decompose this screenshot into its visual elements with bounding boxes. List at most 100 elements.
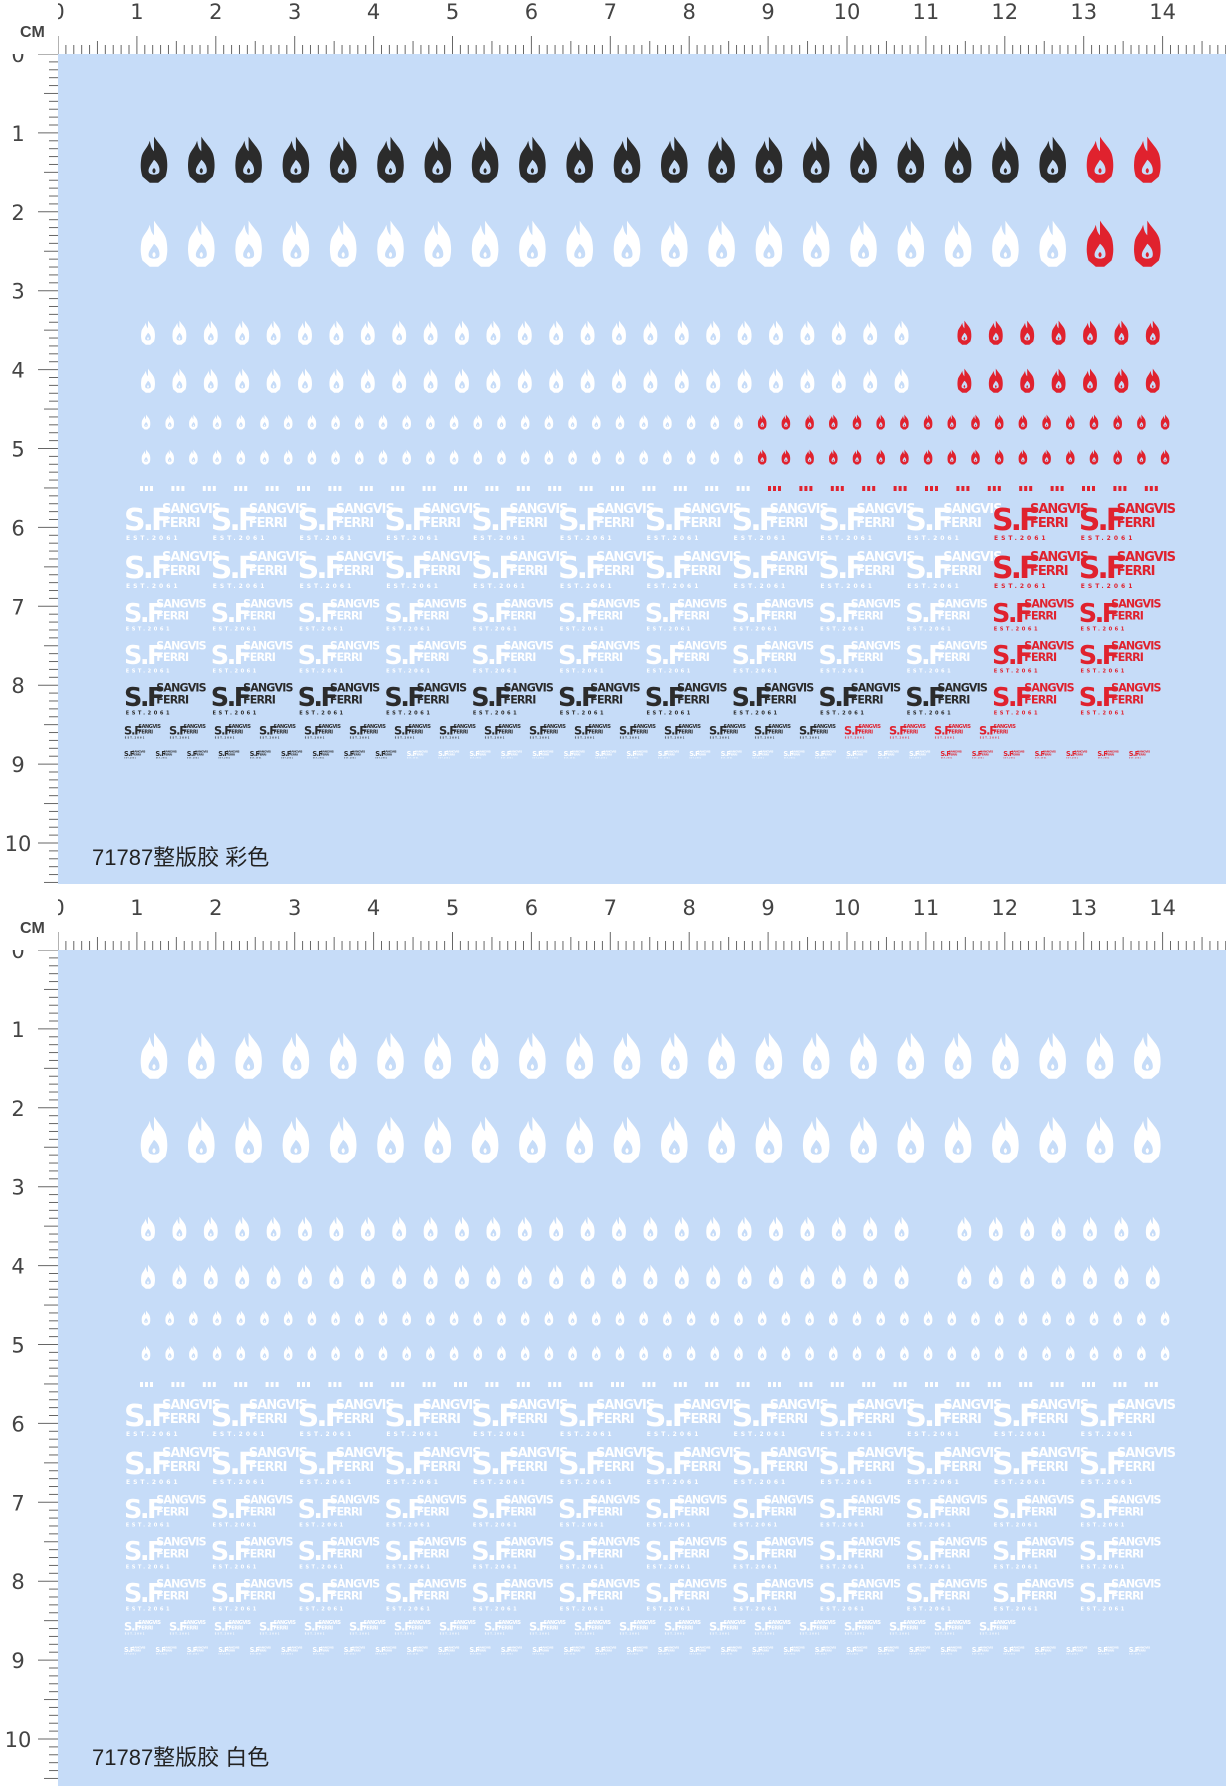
flame-icon <box>1083 368 1097 393</box>
flame-icon <box>947 1345 957 1361</box>
logo-est: EST.2061 <box>1066 757 1078 759</box>
logo-mark: S.F <box>124 1399 169 1434</box>
logo-line2: FERRI <box>336 1412 374 1427</box>
logo-mark: S.F <box>558 683 597 713</box>
flame-icon <box>568 449 577 465</box>
logo-est: EST.2061 <box>994 1431 1049 1438</box>
logo-mark: S.F <box>471 551 516 586</box>
flame-icon <box>449 1310 459 1326</box>
logo-line2: FERRI <box>1024 609 1057 622</box>
logo-mark: S.F <box>501 1646 511 1654</box>
logo-line1: SANGVIS <box>1117 502 1176 517</box>
logo-line1: SANGVIS <box>851 1535 901 1548</box>
logo-line2: FERRI <box>1012 753 1020 757</box>
logo-line2: FERRI <box>760 753 768 757</box>
logo-mark: S.F <box>783 750 793 758</box>
flame-icon <box>189 1310 198 1326</box>
logo-mark: S.F <box>469 1646 479 1654</box>
logo-est: EST.2061 <box>560 1522 606 1528</box>
sheet-title: 71787整版胶 彩色 <box>92 845 270 870</box>
logo-line2: FERRI <box>764 1589 797 1602</box>
logo-line2: FERRI <box>509 753 517 757</box>
logo-est: EST.2061 <box>909 757 921 759</box>
flame-icon <box>971 414 980 430</box>
logo-line1: SANGVIS <box>938 597 988 610</box>
logo-line1: SANGVIS <box>723 724 746 730</box>
flame-icon <box>520 449 530 465</box>
flame-icon <box>392 368 407 393</box>
flame-icon <box>769 1264 783 1289</box>
logo-line1: SANGVIS <box>289 749 302 753</box>
logo-mark: S.F <box>218 1646 228 1654</box>
ruler-h-label: 9 <box>761 896 774 920</box>
logo-line1: SANGVIS <box>273 1620 296 1626</box>
flame-icon <box>172 1216 187 1241</box>
ruler-v-label: 7 <box>11 1491 24 1515</box>
flame-icon <box>708 136 735 183</box>
logo-line1: SANGVIS <box>698 1645 711 1649</box>
flame-icon <box>423 320 438 345</box>
logo-line2: FERRI <box>422 516 460 531</box>
logo-line2: FERRI <box>1137 753 1145 757</box>
flame-icon <box>1160 1310 1170 1326</box>
logo-line2: FERRI <box>195 1649 203 1653</box>
logo-line1: SANGVIS <box>1074 749 1087 753</box>
logo-line1: SANGVIS <box>330 597 380 610</box>
logo-mark: S.F <box>732 599 771 629</box>
logo-mark: S.F <box>818 1537 857 1567</box>
logo-line1: SANGVIS <box>764 681 814 694</box>
logo-mark: S.F <box>846 1646 856 1654</box>
flame-icon <box>802 1116 830 1163</box>
logo-est: EST.2061 <box>627 1653 639 1655</box>
flame-icon <box>140 1032 168 1079</box>
logo-mark: S.F <box>471 683 510 713</box>
logo-mark: S.F <box>250 750 260 758</box>
logo-est: EST.2061 <box>124 1653 136 1655</box>
flame-icon <box>1134 1032 1161 1079</box>
logo-est: EST.2061 <box>1129 757 1141 759</box>
decal-artwork: S.FSANGVISFERRIEST.2061S.FSANGVISFERRIES… <box>124 1032 1177 1655</box>
logo-line2: FERRI <box>1111 651 1144 664</box>
logo-line1: SANGVIS <box>698 749 711 753</box>
logo-mark: S.F <box>818 1579 857 1609</box>
logo-mark: S.F <box>169 724 186 738</box>
logo-line1: SANGVIS <box>258 749 271 753</box>
logo-line1: SANGVIS <box>162 550 221 565</box>
flame-icon <box>140 220 168 267</box>
logo-line1: SANGVIS <box>764 639 814 652</box>
logo-line2: FERRI <box>770 1412 808 1427</box>
flame-icon <box>165 414 175 430</box>
flame-icon <box>615 414 625 430</box>
logo-est: EST.2061 <box>1081 1479 1136 1486</box>
flame-icon <box>710 1345 720 1361</box>
logo-line1: SANGVIS <box>635 1645 648 1649</box>
logo-line1: SANGVIS <box>856 1398 915 1413</box>
flame-icon <box>566 1116 593 1163</box>
logo-line1: SANGVIS <box>1117 550 1176 565</box>
logo-line2: FERRI <box>886 753 894 757</box>
logo-mark: S.F <box>259 1620 276 1634</box>
logo-line1: SANGVIS <box>677 681 727 694</box>
logo-line1: SANGVIS <box>318 1620 341 1626</box>
logo-line1: SANGVIS <box>1106 749 1119 753</box>
flame-icon <box>1065 1345 1075 1361</box>
logo-mark: S.F <box>1066 750 1076 758</box>
logo-est: EST.2061 <box>300 535 355 542</box>
logo-line2: FERRI <box>1074 753 1082 757</box>
decal-sheet: S.F SANGVIS FERRI EST.2061 S.F SANGVIS FERRI ES… <box>58 950 1226 1786</box>
flame-icon <box>615 1345 625 1361</box>
logo-est: EST.2061 <box>187 1653 199 1655</box>
logo-line1: SANGVIS <box>856 1446 915 1461</box>
logo-mark: S.F <box>558 1537 597 1567</box>
